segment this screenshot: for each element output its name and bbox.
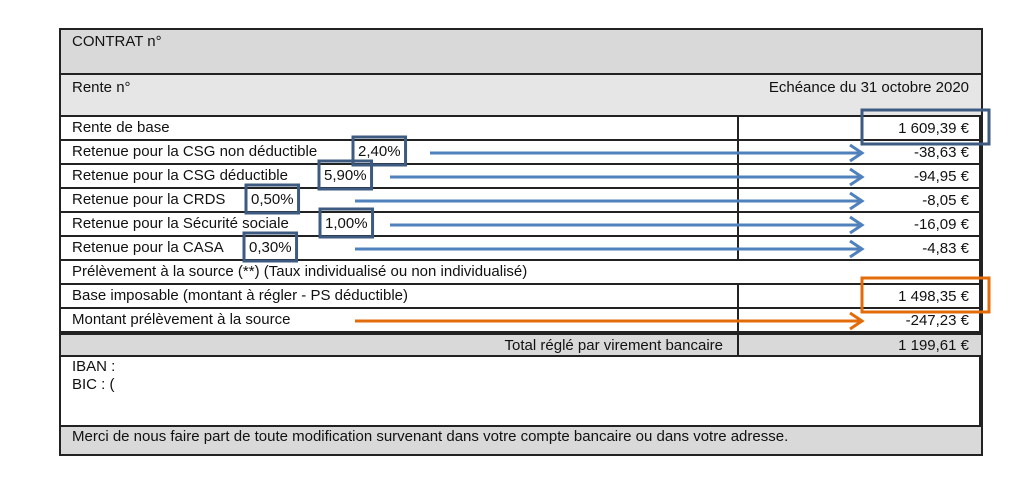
total-label: Total réglé par virement bancaire	[504, 337, 723, 354]
rate-highlight-box	[351, 135, 408, 167]
bic-label: BIC : (	[72, 376, 115, 393]
withholding-amount-label: Montant prélèvement à la source	[72, 311, 291, 328]
row-label: Retenue pour la CSG non déductible	[72, 143, 318, 160]
deduction-row: Retenue pour la CSG déductible -94,95 € 5…	[59, 165, 983, 189]
arrow-head-icon	[849, 167, 865, 187]
taxable-base-label: Base imposable (montant à régler - PS dé…	[72, 287, 409, 304]
row-label: Retenue pour la CSG déductible	[72, 167, 288, 184]
total-row: Total réglé par virement bancaire 1 199,…	[59, 333, 983, 357]
taxable-base-row: Base imposable (montant à régler - PS dé…	[59, 285, 983, 309]
footer-row: Merci de nous faire part de toute modifi…	[59, 427, 983, 456]
rate-value: 5,90%	[324, 167, 367, 184]
deduction-row: Retenue pour la CASA -4,83 € 0,30%	[59, 237, 983, 261]
row-label: Rente de base	[72, 119, 170, 136]
deduction-row: Retenue pour la Sécurité sociale -16,09 …	[59, 213, 983, 237]
arrow-head-icon	[849, 215, 865, 235]
rate-highlight-box	[317, 159, 374, 191]
row-amount: -8,05 €	[922, 192, 969, 209]
highlight-box	[860, 108, 991, 146]
rate-highlight-box	[318, 207, 375, 239]
column-divider	[737, 117, 739, 261]
row-amount: -94,95 €	[913, 168, 969, 185]
rate-value: 0,50%	[251, 191, 294, 208]
withholding-amount-row: Montant prélèvement à la source -247,23 …	[59, 309, 983, 333]
withholding-section-label: Prélèvement à la source (**) (Taux indiv…	[72, 263, 528, 280]
bank-details-row: IBAN : BIC : (	[59, 357, 983, 427]
row-amount: 1 609,39 €	[898, 120, 969, 137]
row-amount: -38,63 €	[913, 144, 969, 161]
rate-highlight-box	[244, 183, 301, 215]
row-label: Retenue pour la CASA	[72, 239, 224, 256]
rente-label: Rente n°	[72, 79, 131, 96]
taxable-base-amount: 1 498,35 €	[898, 288, 969, 305]
deduction-row: Retenue pour la CRDS -8,05 € 0,50%	[59, 189, 983, 213]
arrow-head-icon	[849, 311, 865, 331]
iban-label: IBAN :	[72, 358, 116, 375]
deduction-row: Retenue pour la CSG non déductible -38,6…	[59, 141, 983, 165]
rate-value: 2,40%	[358, 143, 401, 160]
row-amount: -4,83 €	[922, 240, 969, 257]
row-label: Retenue pour la Sécurité sociale	[72, 215, 289, 232]
deduction-row: Rente de base 1 609,39 €	[59, 117, 983, 141]
arrow-head-icon	[849, 143, 865, 163]
due-date: Echéance du 31 octobre 2020	[768, 79, 969, 96]
rate-value: 0,30%	[249, 239, 292, 256]
footer-note: Merci de nous faire part de toute modifi…	[72, 428, 789, 445]
rate-value: 1,00%	[325, 215, 368, 232]
rente-row: Rente n° Echéance du 31 octobre 2020	[59, 75, 983, 117]
contract-row: CONTRAT n°	[59, 28, 983, 75]
rate-highlight-box	[242, 231, 299, 263]
row-amount: -16,09 €	[913, 216, 969, 233]
contract-label: CONTRAT n°	[72, 33, 162, 50]
row-label: Retenue pour la CRDS	[72, 191, 226, 208]
withholding-amount: -247,23 €	[905, 312, 969, 329]
total-amount: 1 199,61 €	[898, 337, 969, 354]
arrow-head-icon	[849, 191, 865, 211]
arrow-head-icon	[849, 239, 865, 259]
highlight-box	[860, 276, 991, 314]
withholding-section-row: Prélèvement à la source (**) (Taux indiv…	[59, 261, 983, 285]
